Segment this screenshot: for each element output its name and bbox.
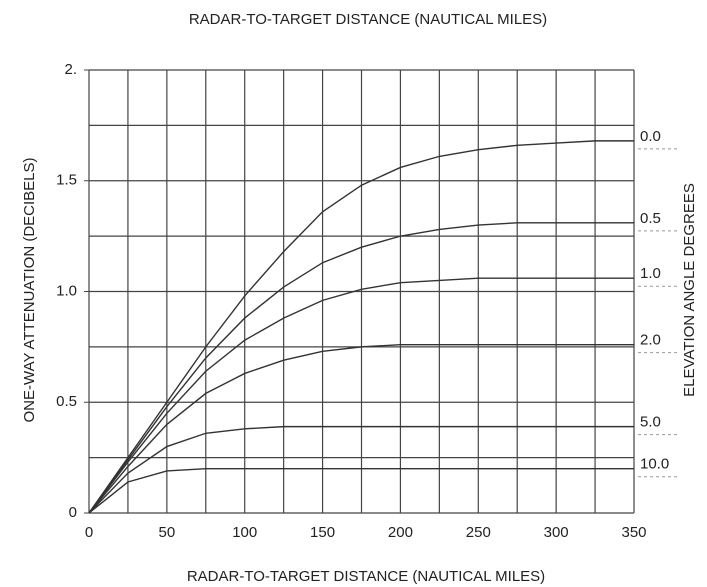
y-tick-label: 1.0 [56,282,77,299]
y-tick-label: 2. [64,61,77,78]
x-tick-label: 200 [388,524,413,541]
chart-title: RADAR-TO-TARGET DISTANCE (NAUTICAL MILES… [189,11,547,28]
series-line [88,140,634,514]
x-tick-label: 250 [466,524,491,541]
series-line [88,277,634,514]
legend-label: 5.0 [640,414,661,431]
legend-label: 10.0 [640,456,669,473]
legend-label: 0.0 [640,128,661,145]
y-axis-label: ONE-WAY ATTENUATION (DECIBELS) [21,157,38,422]
series-line [88,343,634,514]
x-tick-label: 350 [621,524,646,541]
x-tick-label: 0 [85,524,93,541]
legend-label: 2.0 [640,332,661,349]
y-tick-label: 1.5 [56,172,77,189]
series-line [88,425,634,514]
series-line [88,222,634,514]
legend-label: 1.0 [640,265,661,282]
x-tick-label: 150 [310,524,335,541]
y-tick-label: 0.5 [56,393,77,410]
y-tick-label: 0 [69,504,77,521]
x-tick-label: 300 [544,524,569,541]
x-tick-label: 100 [232,524,257,541]
legend-title: ELEVATION ANGLE DEGREES [681,183,698,397]
series-line [88,468,634,514]
x-axis-label: RADAR-TO-TARGET DISTANCE (NAUTICAL MILES… [187,568,545,585]
x-tick-label: 50 [159,524,176,541]
legend-label: 0.5 [640,210,661,227]
